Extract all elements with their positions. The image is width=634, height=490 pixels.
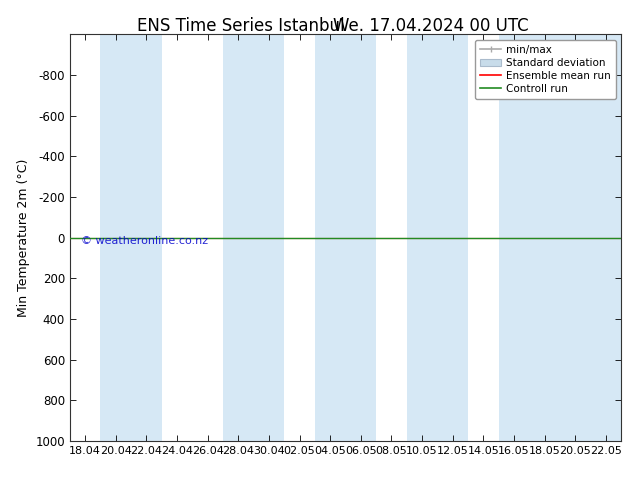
Text: We. 17.04.2024 00 UTC: We. 17.04.2024 00 UTC (333, 17, 529, 35)
Text: © weatheronline.co.nz: © weatheronline.co.nz (81, 236, 208, 245)
Text: ENS Time Series Istanbul: ENS Time Series Istanbul (137, 17, 345, 35)
Y-axis label: Min Temperature 2m (°C): Min Temperature 2m (°C) (16, 158, 30, 317)
Bar (407, 34, 468, 441)
Bar (499, 34, 621, 441)
Bar (315, 34, 376, 441)
Bar (223, 34, 284, 441)
Legend: min/max, Standard deviation, Ensemble mean run, Controll run: min/max, Standard deviation, Ensemble me… (475, 40, 616, 99)
Bar (100, 34, 162, 441)
